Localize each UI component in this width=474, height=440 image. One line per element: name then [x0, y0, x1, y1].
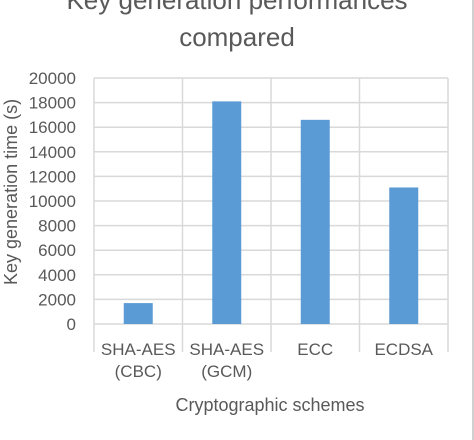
y-tick-label-4: 8000	[38, 217, 76, 236]
y-tick-label-1: 2000	[38, 290, 76, 309]
y-tick-label-3: 6000	[38, 241, 76, 260]
y-tick-label-5: 10000	[29, 192, 76, 211]
y-tick-label-6: 12000	[29, 167, 76, 186]
x-axis-label: Cryptographic schemes	[175, 395, 365, 415]
x-tick-label-1-0: SHA-AES	[189, 340, 264, 359]
x-tick-label-2-0: ECC	[297, 340, 333, 359]
chart-title-line-1: Key generation performances	[66, 0, 408, 15]
y-tick-label-0: 0	[67, 315, 76, 334]
chart-title-line-2: compared	[179, 22, 295, 52]
y-tick-label-7: 14000	[29, 143, 76, 162]
y-tick-label-10: 20000	[29, 69, 76, 88]
x-tick-label-1-1: (GCM)	[201, 362, 252, 381]
x-tick-label-0-1: (CBC)	[115, 362, 162, 381]
y-tick-label-9: 18000	[29, 94, 76, 113]
bar-0	[123, 303, 153, 324]
bar-3	[389, 187, 419, 324]
x-tick-label-0-0: SHA-AES	[101, 340, 176, 359]
y-axis-label: Key generation time (s)	[1, 98, 21, 285]
page-edge	[472, 0, 474, 440]
y-tick-label-2: 4000	[38, 266, 76, 285]
bar-2	[300, 119, 330, 324]
x-tick-label-3-0: ECDSA	[374, 340, 433, 359]
bar-1	[212, 101, 242, 325]
y-tick-label-8: 16000	[29, 118, 76, 137]
